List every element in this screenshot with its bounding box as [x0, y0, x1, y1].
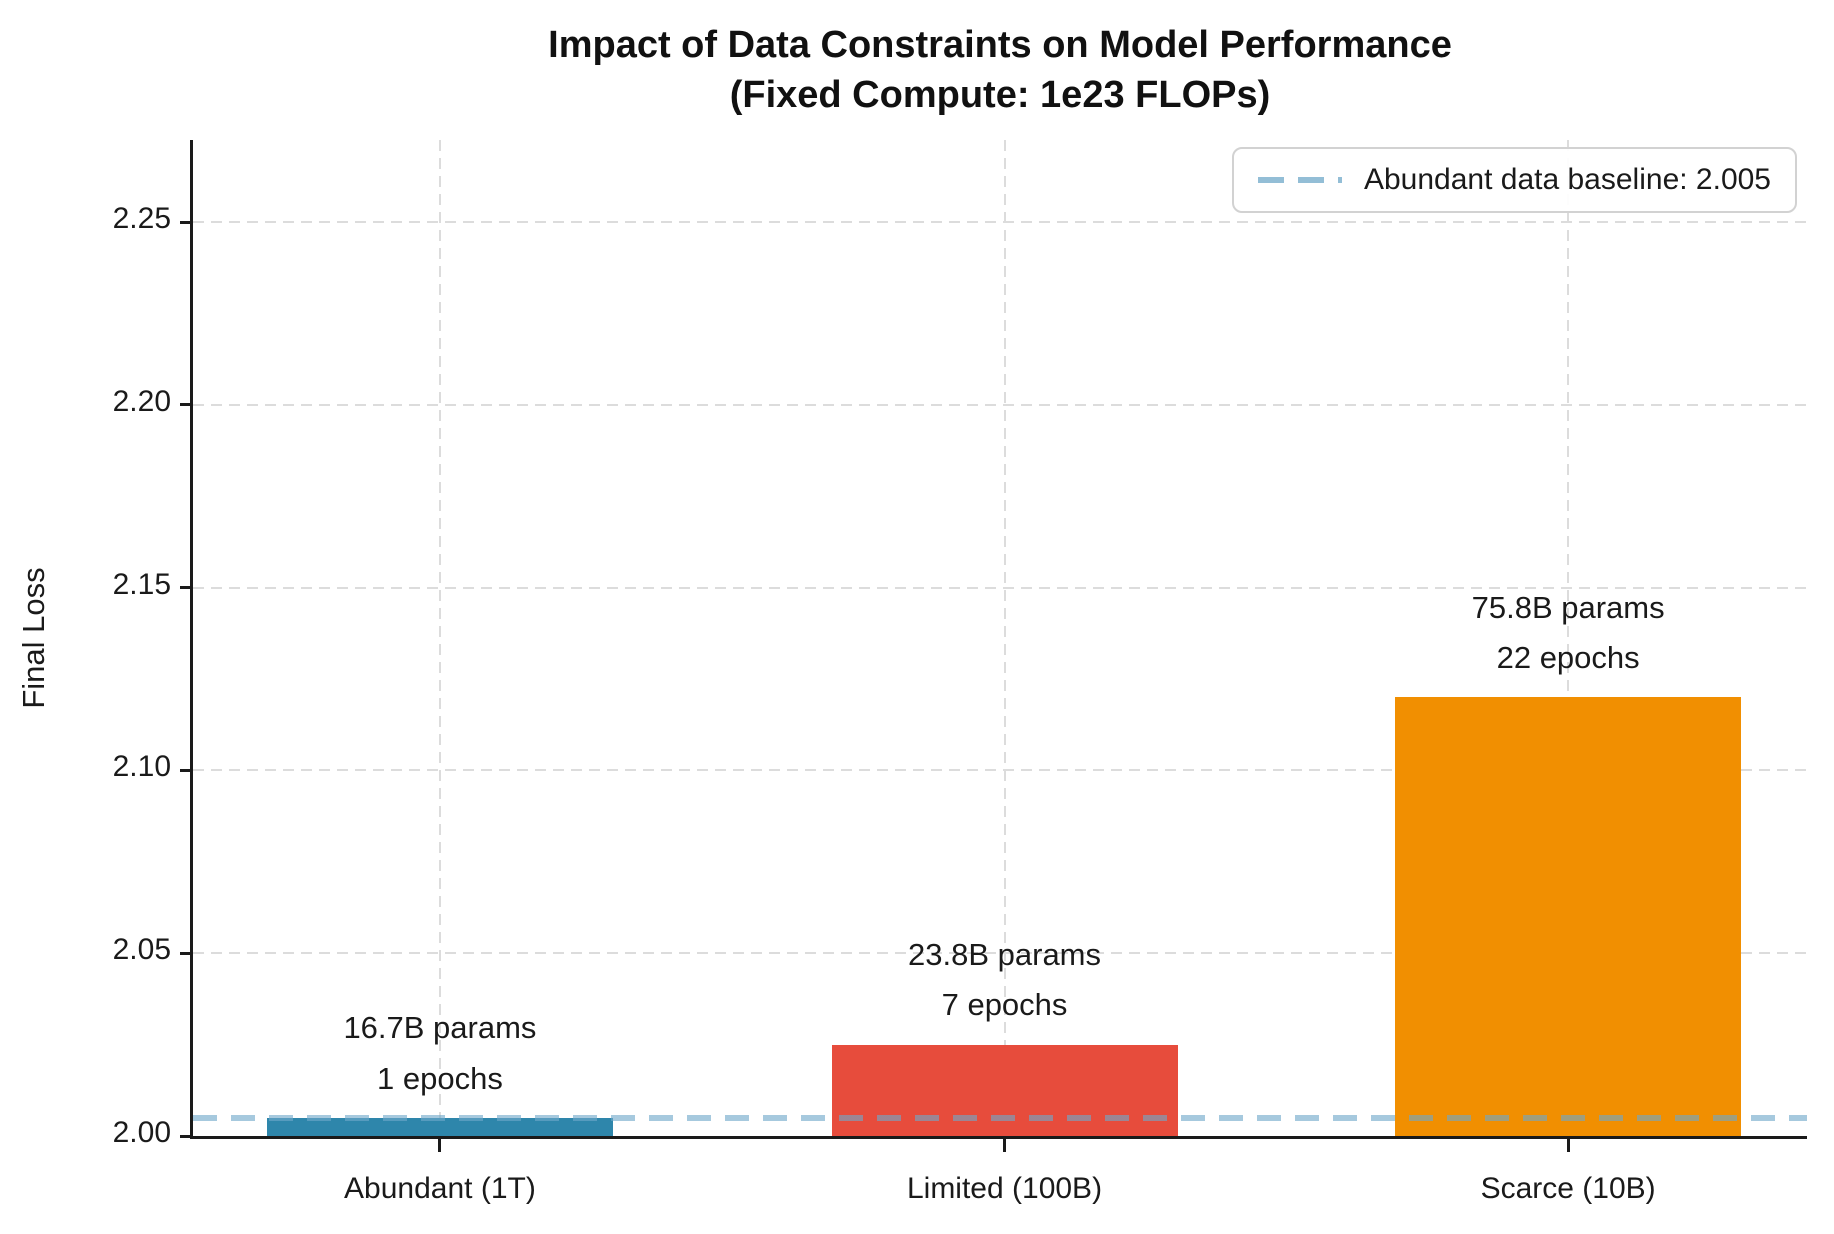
y-tick-label: 2.20 — [112, 384, 171, 418]
y-tick-mark — [180, 1134, 193, 1138]
bar-annotation: 23.8B params 7 epochs — [908, 930, 1101, 1030]
y-tick-label: 2.25 — [112, 202, 171, 236]
x-tick-mark — [438, 1139, 442, 1152]
y-tick-label: 2.00 — [112, 1116, 171, 1149]
y-tick-label: 2.15 — [112, 567, 171, 601]
x-axis-spine — [190, 1136, 1807, 1139]
bar-annotation-line: 22 epochs — [1496, 640, 1640, 676]
legend-label: Abundant data baseline: 2.005 — [1363, 163, 1771, 196]
x-gridline — [1567, 140, 1570, 1136]
y-gridline — [193, 586, 1807, 589]
x-gridline — [438, 140, 441, 1136]
chart-title: Impact of Data Constraints on Model Perf… — [193, 20, 1807, 120]
y-axis-spine — [190, 140, 193, 1139]
y-gridline — [193, 769, 1807, 772]
x-tick-label: Abundant (1T) — [344, 1172, 536, 1205]
y-tick-label: 2.05 — [112, 933, 171, 967]
bar-annotation: 75.8B params 22 epochs — [1472, 583, 1665, 683]
legend: Abundant data baseline: 2.005 — [1231, 147, 1797, 213]
y-tick-mark — [180, 768, 193, 772]
y-tick-mark — [180, 403, 193, 407]
x-gridline — [1003, 140, 1006, 1136]
bar-annotation-line: 23.8B params — [908, 937, 1102, 973]
x-tick-label: Limited (100B) — [906, 1172, 1103, 1205]
x-tick-mark — [1003, 1139, 1007, 1152]
y-gridline — [193, 221, 1807, 224]
bar-annotation-line: 1 epochs — [377, 1060, 503, 1096]
chart-title-line1: Impact of Data Constraints on Model Perf… — [548, 24, 1452, 66]
bar-1 — [266, 1117, 613, 1136]
baseline-line — [193, 1114, 1807, 1121]
y-tick-mark — [180, 220, 193, 224]
bar-annotation-line: 7 epochs — [941, 987, 1068, 1023]
y-gridline — [193, 403, 1807, 406]
y-tick-label: 2.10 — [112, 750, 171, 784]
y-gridline — [193, 952, 1807, 955]
bar-annotation-line: 75.8B params — [1471, 589, 1665, 625]
baseline-dash-legend-icon — [1257, 177, 1342, 183]
x-tick-mark — [1566, 1139, 1570, 1152]
y-tick-mark — [180, 951, 193, 955]
bar-annotation-line: 16.7B params — [343, 1010, 537, 1046]
bar-2 — [831, 1044, 1178, 1136]
x-tick-label: Scarce (10B) — [1480, 1172, 1656, 1205]
y-tick-mark — [180, 586, 193, 590]
chart-title-line2: (Fixed Compute: 1e23 FLOPs) — [729, 74, 1271, 117]
bar-3 — [1395, 697, 1742, 1136]
bar-annotation: 16.7B params 1 epochs — [343, 1003, 536, 1103]
